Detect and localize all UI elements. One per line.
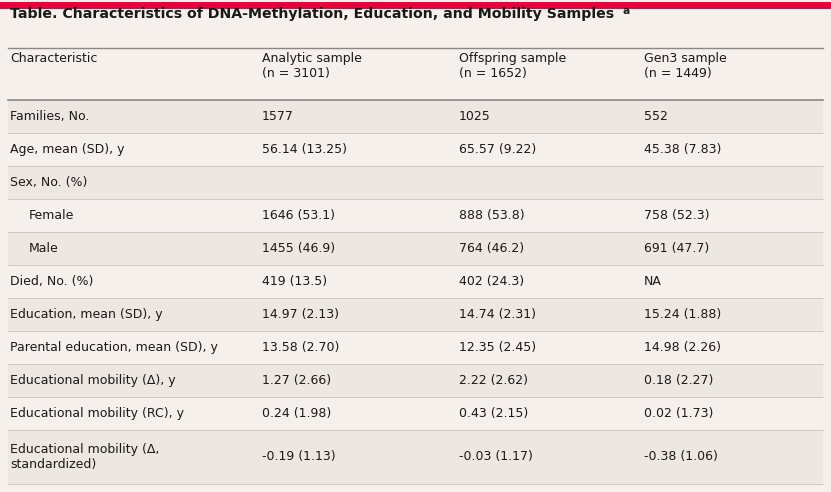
Text: 552: 552 xyxy=(644,110,668,123)
Text: Gen3 sample
(n = 1449): Gen3 sample (n = 1449) xyxy=(644,52,727,80)
Text: Characteristic: Characteristic xyxy=(10,52,97,65)
Text: Educational mobility (Δ), y: Educational mobility (Δ), y xyxy=(10,373,175,387)
Text: 56.14 (13.25): 56.14 (13.25) xyxy=(262,143,347,156)
Text: Age, mean (SD), y: Age, mean (SD), y xyxy=(10,143,125,156)
Text: Male: Male xyxy=(28,242,58,255)
Bar xyxy=(8,265,823,298)
Bar xyxy=(8,232,823,265)
Bar xyxy=(8,133,823,166)
Text: Families, No.: Families, No. xyxy=(10,110,90,123)
Bar xyxy=(8,100,823,133)
Text: 1025: 1025 xyxy=(459,110,490,123)
Text: Female: Female xyxy=(28,209,74,222)
Bar xyxy=(8,199,823,232)
Text: 0.02 (1.73): 0.02 (1.73) xyxy=(644,406,713,420)
Text: Parental education, mean (SD), y: Parental education, mean (SD), y xyxy=(10,340,218,354)
Text: Education, mean (SD), y: Education, mean (SD), y xyxy=(10,308,163,321)
Bar xyxy=(8,430,823,484)
Text: 1455 (46.9): 1455 (46.9) xyxy=(262,242,335,255)
Text: 691 (47.7): 691 (47.7) xyxy=(644,242,710,255)
Bar xyxy=(8,484,823,492)
Text: 45.38 (7.83): 45.38 (7.83) xyxy=(644,143,721,156)
Text: 419 (13.5): 419 (13.5) xyxy=(262,275,327,288)
Text: 65.57 (9.22): 65.57 (9.22) xyxy=(459,143,536,156)
Text: 1577: 1577 xyxy=(262,110,293,123)
Text: 2.22 (2.62): 2.22 (2.62) xyxy=(459,373,528,387)
Text: 0.43 (2.15): 0.43 (2.15) xyxy=(459,406,528,420)
Text: 14.97 (2.13): 14.97 (2.13) xyxy=(262,308,339,321)
Text: Table. Characteristics of DNA-Methylation, Education, and Mobility Samples: Table. Characteristics of DNA-Methylatio… xyxy=(10,7,614,21)
Text: 14.74 (2.31): 14.74 (2.31) xyxy=(459,308,536,321)
Text: Educational mobility (Δ,
standardized): Educational mobility (Δ, standardized) xyxy=(10,443,160,470)
Text: 888 (53.8): 888 (53.8) xyxy=(459,209,524,222)
Bar xyxy=(8,166,823,199)
Text: 1.27 (2.66): 1.27 (2.66) xyxy=(262,373,331,387)
Text: 758 (52.3): 758 (52.3) xyxy=(644,209,710,222)
Text: 15.24 (1.88): 15.24 (1.88) xyxy=(644,308,721,321)
Text: 1646 (53.1): 1646 (53.1) xyxy=(262,209,335,222)
Bar xyxy=(8,331,823,364)
Text: 402 (24.3): 402 (24.3) xyxy=(459,275,524,288)
Text: 13.58 (2.70): 13.58 (2.70) xyxy=(262,340,339,354)
Text: Educational mobility (RC), y: Educational mobility (RC), y xyxy=(10,406,184,420)
Text: -0.19 (1.13): -0.19 (1.13) xyxy=(262,450,336,463)
Text: 764 (46.2): 764 (46.2) xyxy=(459,242,524,255)
Bar xyxy=(8,397,823,430)
Text: -0.03 (1.17): -0.03 (1.17) xyxy=(459,450,533,463)
Bar xyxy=(8,364,823,397)
Text: 0.24 (1.98): 0.24 (1.98) xyxy=(262,406,331,420)
Text: NA: NA xyxy=(644,275,662,288)
Text: Offspring sample
(n = 1652): Offspring sample (n = 1652) xyxy=(459,52,566,80)
Text: -0.38 (1.06): -0.38 (1.06) xyxy=(644,450,718,463)
Text: 12.35 (2.45): 12.35 (2.45) xyxy=(459,340,536,354)
Text: Sex, No. (%): Sex, No. (%) xyxy=(10,176,87,189)
Text: 14.98 (2.26): 14.98 (2.26) xyxy=(644,340,721,354)
Text: Died, No. (%): Died, No. (%) xyxy=(10,275,93,288)
Text: a: a xyxy=(622,6,630,16)
Bar xyxy=(8,298,823,331)
Text: 0.18 (2.27): 0.18 (2.27) xyxy=(644,373,713,387)
Text: Analytic sample
(n = 3101): Analytic sample (n = 3101) xyxy=(262,52,361,80)
